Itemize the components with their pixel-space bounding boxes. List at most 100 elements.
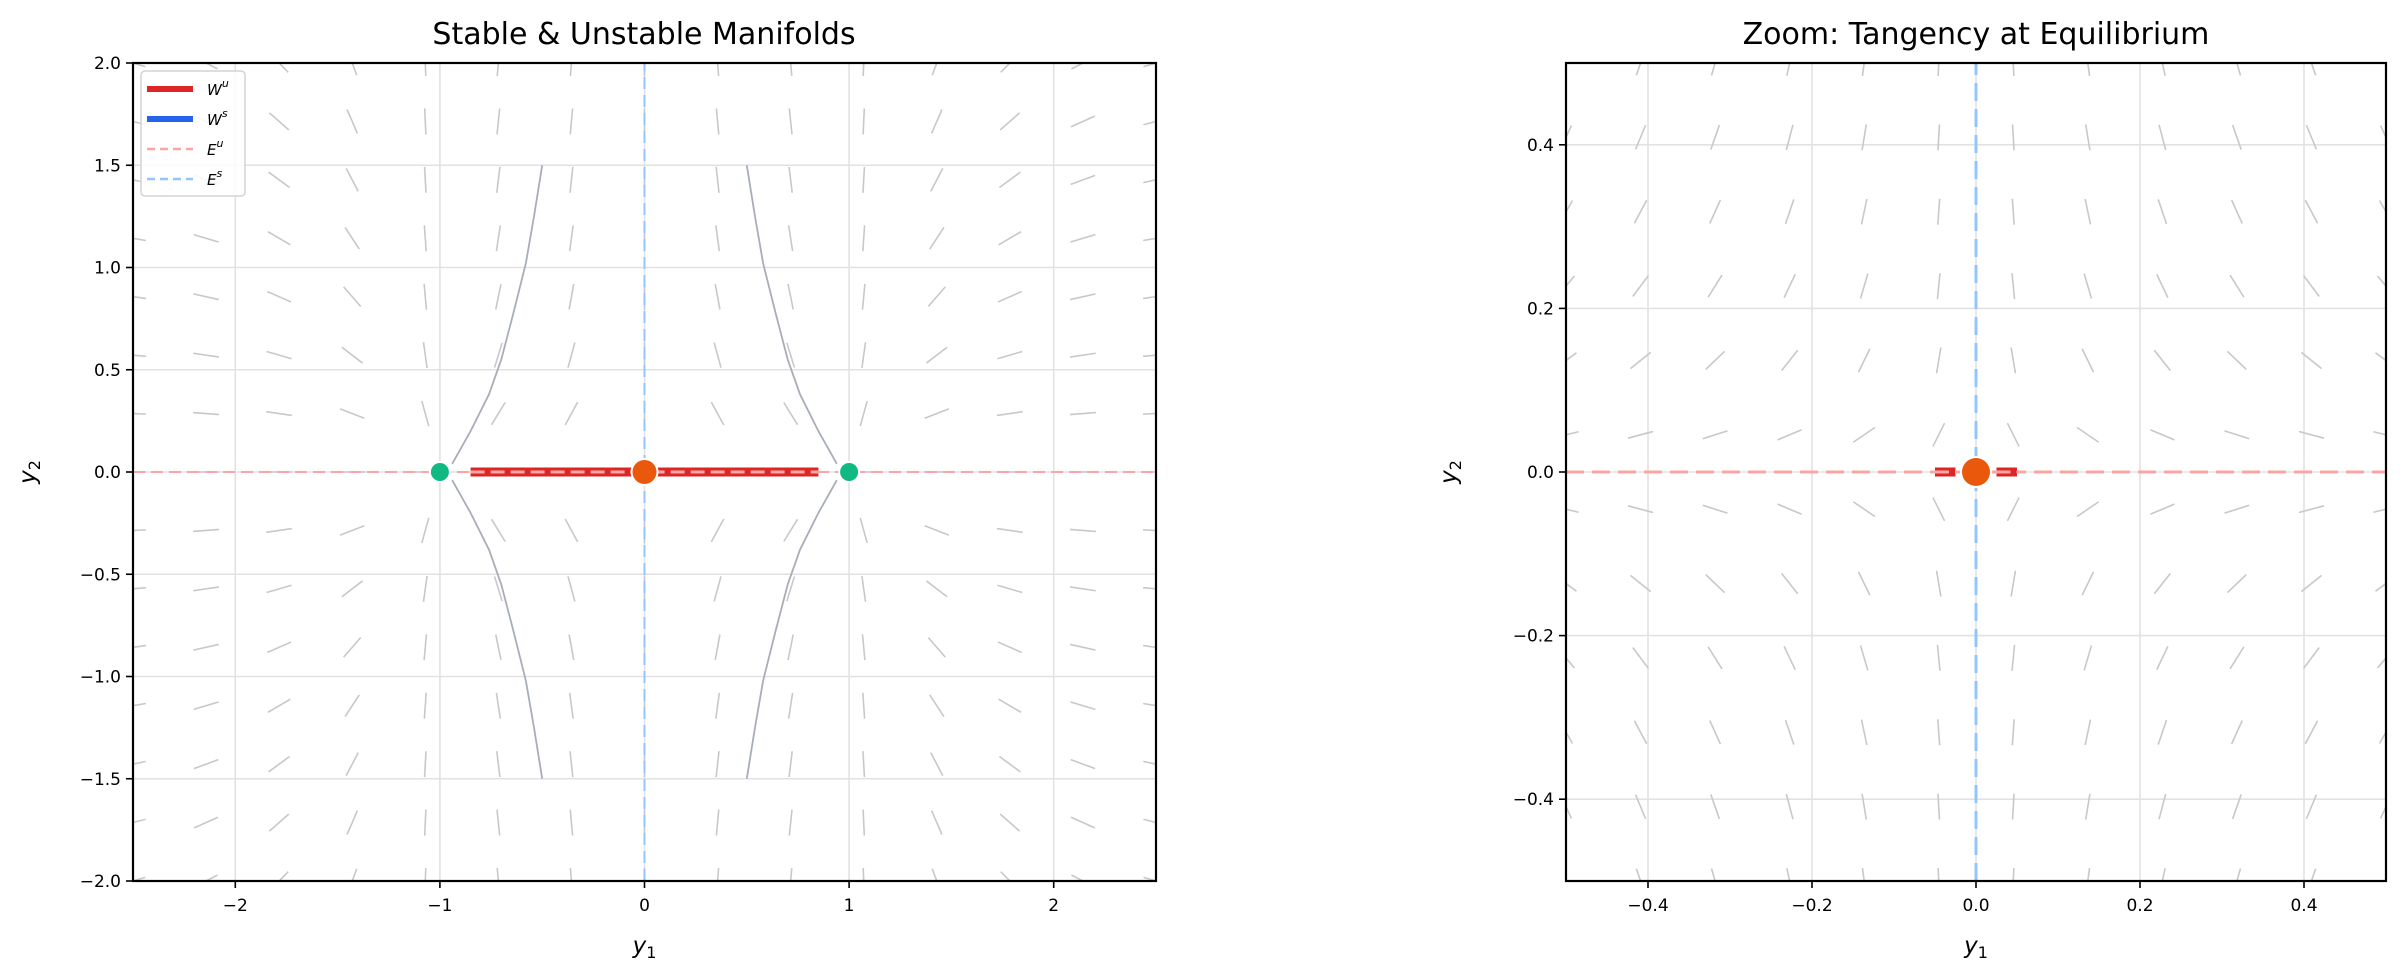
field-segment [193,233,219,243]
field-segment [862,692,866,719]
field-segment [495,166,501,193]
field-segment [1143,644,1156,649]
field-segment [2305,125,2318,150]
x-tick-label: 0.4 [2290,896,2317,916]
field-segment [567,576,576,602]
trajectory-curve [451,479,544,779]
field-segment [133,760,146,765]
field-segment [924,525,950,536]
right-plot-series [1566,63,2386,881]
field-segment [421,400,430,427]
field-segment [1936,273,1941,300]
field-segment [1070,643,1096,651]
field-segment [1142,354,1156,358]
field-segment [568,225,574,252]
field-segment [862,809,866,836]
field-segment [266,290,292,303]
y-tick-label: 1.0 [94,259,121,279]
field-segment [423,166,427,193]
field-segment [2377,275,2386,288]
y-tick-label: −0.5 [80,565,121,585]
field-segment [1857,571,1871,596]
x-tick-label: 0.0 [1962,896,1989,916]
field-segment [1707,646,1723,670]
field-segment [193,758,219,770]
field-segment [1635,868,1642,881]
field-segment [925,346,948,364]
field-segment [788,751,794,778]
field-segment [2076,501,2100,518]
field-segment [927,286,946,308]
field-segment [1632,647,1649,669]
field-segment [1859,273,1869,299]
field-segment [710,401,725,426]
field-segment [2011,793,2015,820]
field-segment [2300,351,2323,370]
y-tick-label: 0.0 [1527,463,1554,483]
field-segment [567,342,576,368]
field-segment [862,225,866,252]
field-segment [568,692,574,719]
field-segment [786,576,796,602]
field-segment [997,641,1023,654]
y-tick-label: −0.4 [1513,790,1554,810]
field-segment [204,874,218,881]
field-segment [2377,656,2386,669]
field-segment [1142,586,1156,590]
field-segment [930,810,943,835]
x-tick-label: −2 [223,896,248,916]
field-segment [859,517,868,544]
field-segment [2300,574,2323,593]
field-segment [1069,586,1096,592]
field-segment [193,816,219,829]
field-segment [787,225,794,252]
field-segment [1710,794,1721,820]
field-segment [927,636,946,658]
y-tick-label: −1.5 [80,770,121,790]
field-segment [1780,349,1799,372]
field-segment [2150,503,2175,515]
field-segment [2084,719,2092,746]
field-segment [1786,868,1791,881]
field-segment [1070,816,1096,829]
field-segment [2076,426,2100,443]
field-segment [493,576,503,602]
field-segment [2373,430,2386,436]
field-segment [1777,503,1802,515]
field-segment [1936,644,1941,671]
field-segment [1633,720,1648,745]
field-segment [1859,645,1869,671]
stable-point-marker [430,463,449,481]
y-tick-label: −0.2 [1513,627,1554,647]
field-segment [268,171,291,189]
field-segment [2378,200,2386,214]
field-segment [351,868,358,881]
field-segment [268,755,291,773]
field-segment [998,755,1021,773]
field-segment [862,63,865,77]
field-segment [1784,719,1795,745]
field-segment [422,342,428,369]
field-segment [861,342,867,369]
field-segment [1629,351,1652,370]
field-segment [2298,430,2325,439]
field-segment [493,342,503,368]
field-segment [345,167,359,192]
field-segment [2010,347,2017,374]
field-segment [930,167,944,192]
field-segment [2012,867,2015,881]
field-segment [1705,350,1726,371]
left-plot-title: Stable & Unstable Manifolds [432,17,855,52]
field-segment [422,575,428,602]
field-segment [929,694,945,718]
field-segment [1143,876,1156,881]
field-segment [490,402,506,426]
field-segment [2226,350,2247,371]
field-segment [861,575,867,602]
field-segment [1566,200,1574,214]
saddle-point-marker [1962,458,1990,486]
field-segment [341,580,364,598]
field-segment [339,525,365,536]
y-axis-label: y2 [15,460,44,485]
